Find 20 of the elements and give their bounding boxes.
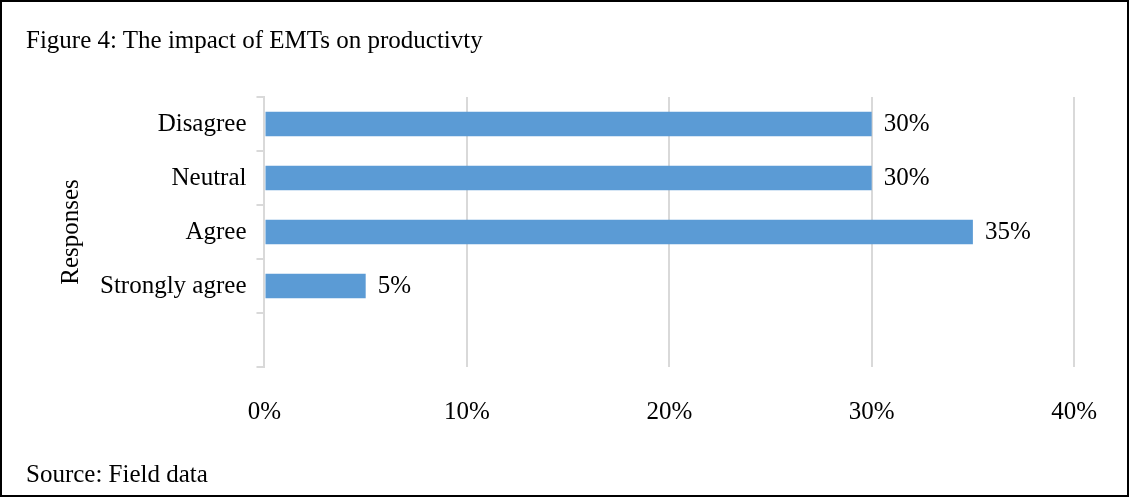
x-tick-label: 20%	[646, 396, 693, 424]
bar	[265, 273, 366, 299]
x-tick-label: 40%	[1051, 396, 1097, 424]
x-tick-label: 10%	[443, 396, 490, 424]
data-label: 35%	[984, 216, 1031, 244]
y-tick-label: Agree	[185, 216, 247, 244]
y-tick-label: Disagree	[157, 108, 247, 136]
bar	[265, 111, 872, 137]
data-label: 5%	[377, 270, 412, 298]
bar	[265, 165, 872, 191]
x-tick-label: 0%	[247, 396, 282, 424]
chart-title: Figure 4: The impact of EMTs on productivty	[26, 26, 483, 54]
y-tick-label: Strongly agree	[100, 270, 247, 298]
x-tick-label: 30%	[848, 396, 895, 424]
data-label: 30%	[883, 162, 930, 190]
y-axis-title: Responses	[55, 179, 83, 285]
y-tick-label: Neutral	[171, 162, 247, 190]
bar	[265, 219, 973, 245]
source-note: Source: Field data	[26, 460, 208, 488]
data-label: 30%	[883, 108, 930, 136]
